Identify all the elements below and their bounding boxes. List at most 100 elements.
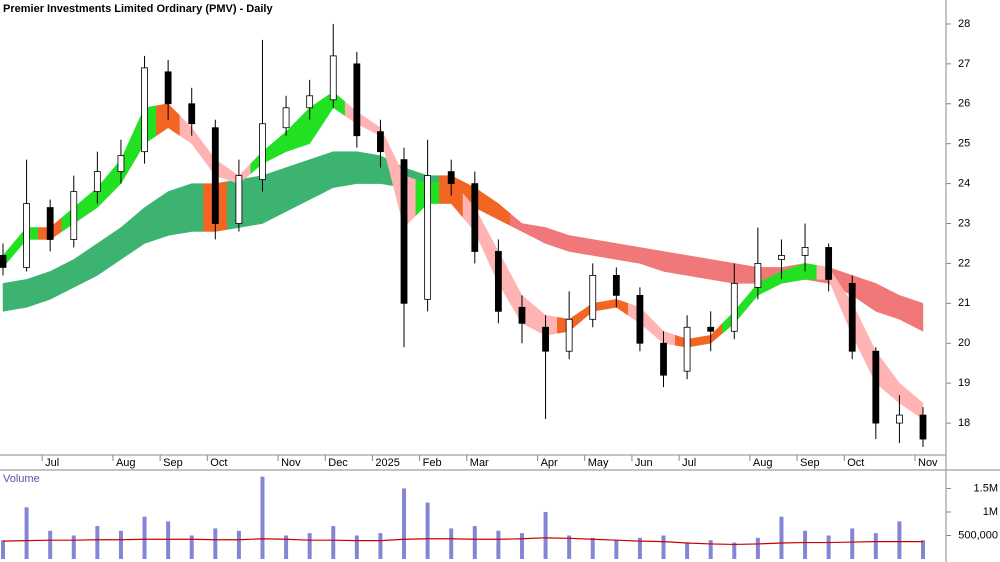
candle-body (46, 207, 54, 240)
x-tick-label: Jul (682, 457, 696, 469)
x-tick-label: Sep (163, 457, 183, 469)
y-tick-label: 25 (958, 138, 970, 150)
volume-bar (24, 507, 29, 559)
y-tick-label: 24 (958, 178, 970, 190)
candle-body (424, 175, 432, 300)
y-tick-label: 20 (958, 337, 970, 349)
candle-body (259, 123, 266, 181)
candle-body (801, 247, 809, 256)
candle-body (778, 255, 785, 260)
x-tick-label: Jul (45, 457, 59, 469)
chart-title: Premier Investments Limited Ordinary (PM… (3, 3, 273, 15)
band-segment (179, 183, 204, 234)
volume-title: Volume (3, 473, 40, 485)
volume-bar (472, 526, 477, 559)
candle-body (0, 255, 7, 268)
candle-body (188, 103, 196, 125)
candle-body (589, 274, 597, 320)
candle-body (141, 67, 148, 153)
volume-bar (590, 537, 595, 559)
candle-body (471, 183, 479, 252)
volume-bar (614, 540, 619, 559)
candle-body (848, 282, 856, 352)
volume-bar (732, 542, 737, 559)
candle-body (872, 350, 880, 424)
candle-body (494, 251, 502, 312)
volume-bar (543, 511, 548, 559)
band-segment (675, 253, 700, 278)
volume-bar (779, 516, 784, 559)
volume-bar (166, 521, 171, 559)
y-tick-label: 1M (983, 506, 998, 518)
y-tick-label: 18 (958, 417, 970, 429)
volume-bar (378, 533, 383, 559)
x-tick-label: Sep (800, 457, 820, 469)
volume-bar (755, 537, 760, 559)
candle-body (754, 263, 762, 288)
volume-bar (307, 533, 312, 559)
volume-bar (354, 535, 359, 559)
volume-bar (873, 533, 878, 559)
volume-bar (826, 535, 831, 559)
y-tick-label: 21 (958, 297, 970, 309)
volume-bar (189, 535, 194, 559)
y-tick-label: 27 (958, 58, 970, 70)
y-tick-label: 26 (958, 98, 970, 110)
volume-bar (260, 476, 265, 559)
candle-body (70, 191, 78, 240)
volume-bar (685, 542, 690, 559)
x-tick-label: May (588, 457, 609, 469)
volume-bar (95, 526, 100, 559)
band-segment (698, 257, 723, 282)
volume-bar (496, 530, 501, 559)
x-tick-label: Apr (541, 457, 558, 469)
candle-body (518, 306, 526, 324)
candle-body (707, 326, 715, 332)
y-tick-label: 500,000 (958, 529, 998, 541)
volume-bar (921, 540, 925, 559)
volume-average (2, 537, 923, 546)
y-tick-label: 1.5M (974, 482, 998, 494)
candle-body (306, 95, 314, 109)
volume-bar (449, 528, 454, 559)
band-segment (2, 281, 16, 312)
volume-bar (425, 502, 430, 559)
volume-bar (661, 535, 666, 559)
candle-body (23, 203, 30, 268)
candle-body (683, 326, 691, 372)
candle-body (400, 159, 408, 304)
candle-body (329, 55, 337, 101)
candle-body (636, 294, 644, 344)
x-tick-label: Jun (635, 457, 653, 469)
x-tick-label: Aug (116, 457, 136, 469)
x-tick-label: Mar (470, 457, 489, 469)
volume-bar (284, 535, 289, 559)
volume-bar (1, 540, 5, 559)
band-segment (344, 151, 369, 186)
candle-body (164, 71, 172, 105)
x-tick-label: Aug (753, 457, 773, 469)
candle-body (235, 175, 243, 224)
volume-bar (213, 528, 218, 559)
candle-body (825, 247, 833, 280)
volume-bar (897, 521, 902, 559)
x-tick-label: Nov (918, 457, 938, 469)
volume-bar (567, 535, 572, 559)
candle-body (612, 274, 620, 296)
volume-bar (519, 533, 524, 559)
volume-bar (708, 540, 713, 559)
volume-bar (142, 516, 147, 559)
candle-body (542, 326, 549, 352)
volume-bar (236, 530, 241, 559)
volume-bar (402, 488, 407, 559)
candle-body (353, 63, 361, 137)
volume-bar (48, 530, 53, 559)
x-tick-label: Feb (423, 457, 442, 469)
candle-body (447, 171, 455, 184)
x-tick-label: Dec (328, 457, 348, 469)
volume-bar (71, 535, 76, 559)
volume-bar (118, 530, 123, 559)
x-tick-label: Nov (281, 457, 301, 469)
